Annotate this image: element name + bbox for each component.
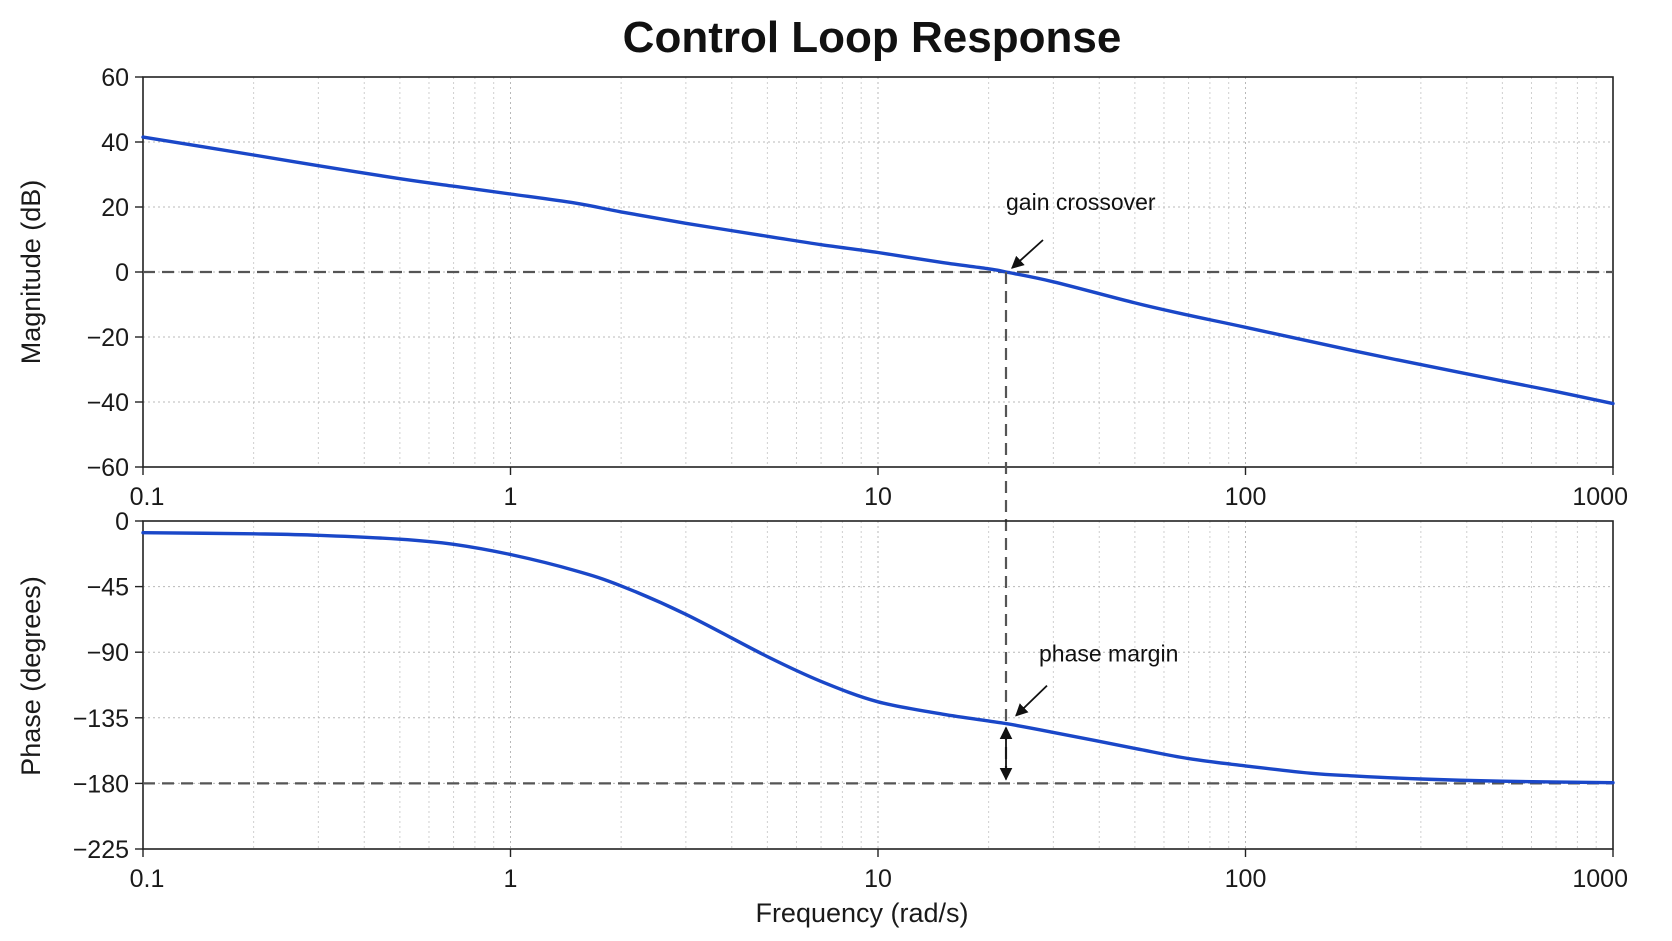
phase-y-tick-label: 0 xyxy=(115,508,129,536)
phase-y-ticks: 0 −45 −90 −135 −180 −225 xyxy=(73,508,143,864)
magnitude-y-tick-label: −60 xyxy=(87,454,129,482)
magnitude-y-axis-label: Magnitude (dB) xyxy=(16,180,46,365)
phase-x-tick-label: 100 xyxy=(1225,865,1267,893)
magnitude-y-tick-label: 0 xyxy=(115,259,129,287)
phase-y-tick-label: −135 xyxy=(73,705,129,733)
gain-crossover-annotation: gain crossover xyxy=(1006,189,1156,215)
phase-y-tick-label: −90 xyxy=(87,639,129,667)
gain-crossover-arrow xyxy=(1011,239,1044,269)
magnitude-y-tick-label: 40 xyxy=(101,129,129,157)
magnitude-y-tick-label: −20 xyxy=(87,324,129,352)
magnitude-x-tick-label: 10 xyxy=(864,483,892,511)
phase-x-tick-label: 0.1 xyxy=(130,865,165,893)
magnitude-x-tick-label: 1 xyxy=(504,483,518,511)
magnitude-y-ticks: 60 40 20 0 −20 −40 −60 xyxy=(87,64,143,482)
phase-y-tick-label: −225 xyxy=(73,836,129,864)
magnitude-x-tick-label: 100 xyxy=(1225,483,1267,511)
phase-x-tick-label: 1000 xyxy=(1572,865,1628,893)
magnitude-x-ticks: 0.1 1 10 100 1000 xyxy=(130,467,1628,511)
phase-series-line xyxy=(141,531,1615,785)
phase-plot-frame xyxy=(142,520,1614,850)
magnitude-x-tick-label: 0.1 xyxy=(130,483,165,511)
phase-y-axis-label: Phase (degrees) xyxy=(16,576,46,776)
frequency-x-axis-label: Frequency (rad/s) xyxy=(755,898,968,928)
chart-title: Control Loop Response xyxy=(623,13,1122,62)
magnitude-y-tick-label: 20 xyxy=(101,194,129,222)
magnitude-x-tick-label: 1000 xyxy=(1572,483,1628,511)
magnitude-y-tick-label: −40 xyxy=(87,389,129,417)
phase-y-tick-label: −45 xyxy=(87,574,129,602)
phase-margin-pointer-arrow xyxy=(1015,684,1048,717)
phase-x-ticks: 0.1 1 10 100 1000 xyxy=(130,849,1628,893)
phase-x-tick-label: 10 xyxy=(864,865,892,893)
magnitude-series-line xyxy=(141,135,1615,406)
phase-y-tick-label: −180 xyxy=(73,770,129,798)
magnitude-y-tick-label: 60 xyxy=(101,64,129,92)
phase-x-tick-label: 1 xyxy=(504,865,518,893)
phase-grid xyxy=(142,520,1614,850)
phase-margin-annotation: phase margin xyxy=(1039,641,1178,667)
